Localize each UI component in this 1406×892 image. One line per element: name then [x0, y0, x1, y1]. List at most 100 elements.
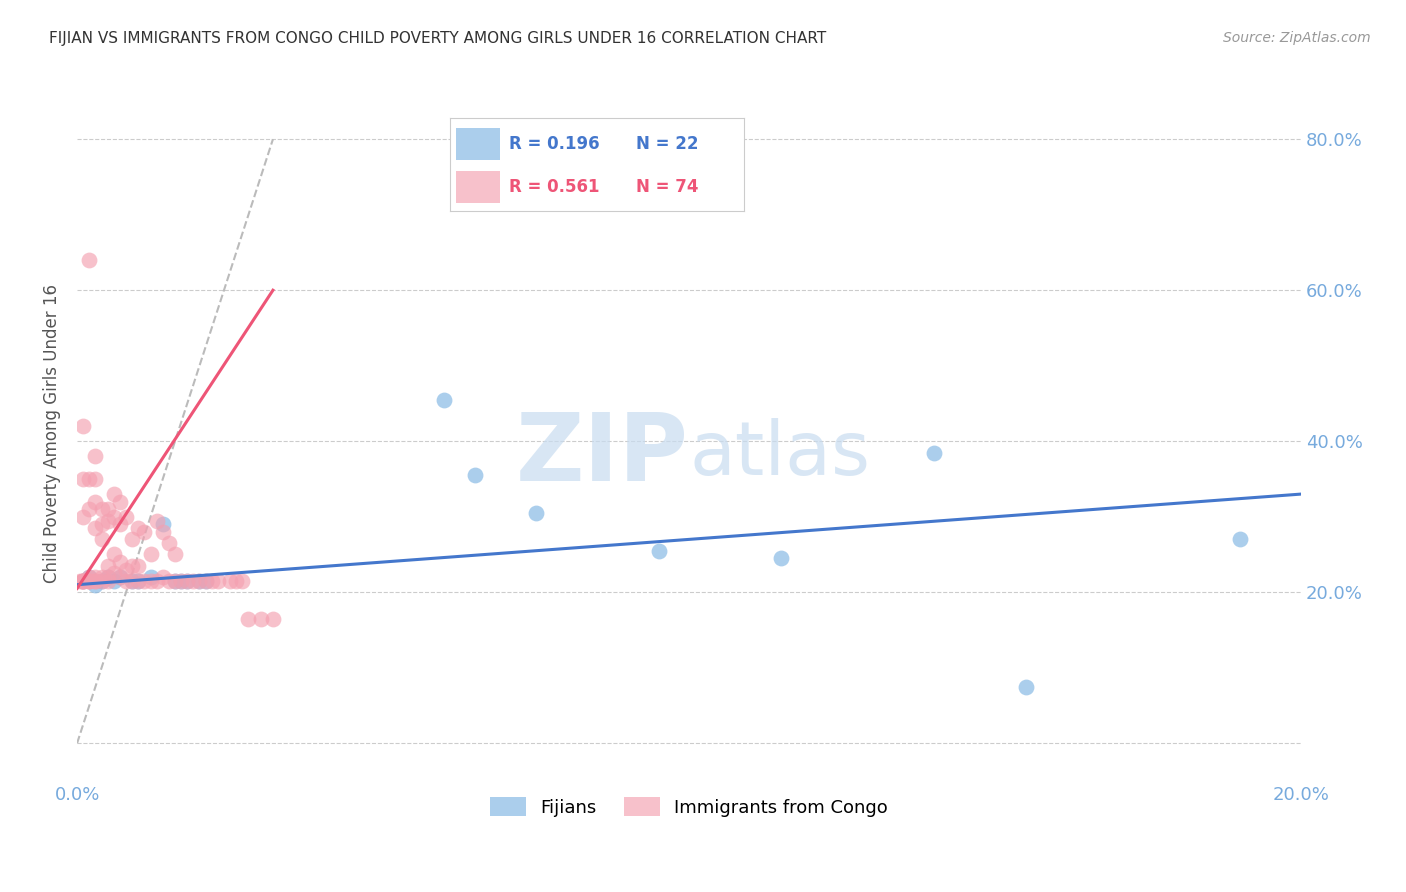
Point	[152, 517, 174, 532]
Point	[152, 570, 174, 584]
Point	[108, 570, 131, 584]
Point	[139, 570, 162, 584]
Point	[97, 514, 120, 528]
Point	[163, 548, 186, 562]
Point	[188, 574, 211, 588]
Point	[103, 487, 125, 501]
Point	[108, 570, 131, 584]
Point	[70, 574, 93, 588]
Point	[121, 574, 143, 588]
Point	[194, 574, 217, 588]
Point	[72, 574, 94, 588]
Point	[84, 521, 107, 535]
Point	[72, 574, 94, 588]
Point	[103, 548, 125, 562]
Point	[84, 472, 107, 486]
Point	[97, 502, 120, 516]
Point	[84, 577, 107, 591]
Point	[84, 450, 107, 464]
Point	[1015, 680, 1038, 694]
Point	[79, 253, 101, 268]
Legend: Fijians, Immigrants from Congo: Fijians, Immigrants from Congo	[482, 790, 896, 824]
Point	[72, 419, 94, 434]
Point	[97, 570, 120, 584]
Point	[69, 574, 91, 588]
Point	[139, 574, 162, 588]
Point	[115, 574, 138, 588]
Text: ZIP: ZIP	[516, 409, 689, 500]
Point	[97, 558, 120, 573]
Point	[1229, 533, 1251, 547]
Point	[176, 574, 198, 588]
Point	[231, 574, 253, 588]
Point	[170, 574, 193, 588]
Point	[79, 570, 101, 584]
Text: Source: ZipAtlas.com: Source: ZipAtlas.com	[1223, 31, 1371, 45]
Point	[79, 502, 101, 516]
Point	[72, 574, 94, 588]
Point	[79, 472, 101, 486]
Point	[84, 574, 107, 588]
Point	[90, 574, 112, 588]
Point	[249, 612, 271, 626]
Point	[72, 472, 94, 486]
Point	[134, 574, 156, 588]
Point	[108, 517, 131, 532]
Text: atlas: atlas	[689, 418, 870, 491]
Point	[84, 494, 107, 508]
Point	[134, 524, 156, 539]
Text: FIJIAN VS IMMIGRANTS FROM CONGO CHILD POVERTY AMONG GIRLS UNDER 16 CORRELATION C: FIJIAN VS IMMIGRANTS FROM CONGO CHILD PO…	[49, 31, 827, 46]
Point	[103, 566, 125, 581]
Point	[170, 574, 193, 588]
Point	[139, 548, 162, 562]
Point	[90, 570, 112, 584]
Point	[115, 563, 138, 577]
Point	[72, 509, 94, 524]
Point	[127, 574, 149, 588]
Point	[145, 514, 167, 528]
Point	[769, 551, 792, 566]
Point	[647, 543, 669, 558]
Point	[84, 574, 107, 588]
Point	[97, 570, 120, 584]
Point	[163, 574, 186, 588]
Point	[72, 574, 94, 588]
Point	[262, 612, 284, 626]
Point	[90, 574, 112, 588]
Point	[121, 533, 143, 547]
Point	[238, 612, 260, 626]
Point	[79, 570, 101, 584]
Point	[157, 574, 180, 588]
Point	[90, 502, 112, 516]
Point	[524, 506, 547, 520]
Point	[433, 392, 456, 407]
Point	[201, 574, 224, 588]
Point	[157, 536, 180, 550]
Point	[90, 533, 112, 547]
Point	[108, 555, 131, 569]
Point	[207, 574, 229, 588]
Point	[225, 574, 247, 588]
Point	[145, 574, 167, 588]
Point	[127, 574, 149, 588]
Point	[127, 558, 149, 573]
Point	[90, 517, 112, 532]
Point	[183, 574, 205, 588]
Point	[79, 574, 101, 588]
Point	[108, 494, 131, 508]
Point	[152, 524, 174, 539]
Point	[115, 509, 138, 524]
Point	[97, 574, 120, 588]
Point	[121, 558, 143, 573]
Point	[194, 574, 217, 588]
Point	[922, 445, 945, 459]
Point	[176, 574, 198, 588]
Point	[121, 574, 143, 588]
Point	[163, 574, 186, 588]
Point	[79, 574, 101, 588]
Point	[103, 574, 125, 588]
Point	[219, 574, 242, 588]
Point	[103, 509, 125, 524]
Point	[79, 574, 101, 588]
Point	[464, 468, 486, 483]
